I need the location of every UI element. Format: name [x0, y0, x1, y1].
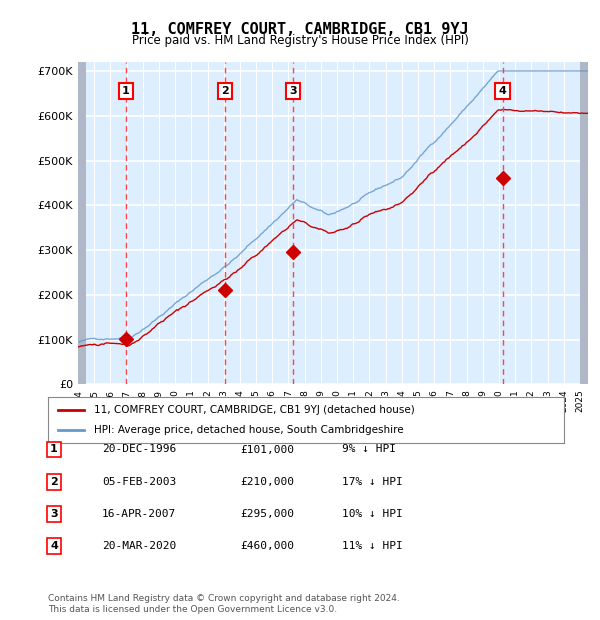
Text: £101,000: £101,000: [240, 445, 294, 454]
Bar: [580, 62, 588, 384]
Text: 2: 2: [50, 477, 58, 487]
Text: 11, COMFREY COURT, CAMBRIDGE, CB1 9YJ (detached house): 11, COMFREY COURT, CAMBRIDGE, CB1 9YJ (d…: [94, 405, 415, 415]
Text: £210,000: £210,000: [240, 477, 294, 487]
Text: Contains HM Land Registry data © Crown copyright and database right 2024.
This d: Contains HM Land Registry data © Crown c…: [48, 595, 400, 614]
Text: £295,000: £295,000: [240, 509, 294, 519]
Text: 3: 3: [50, 509, 58, 519]
Text: 2: 2: [221, 86, 229, 96]
Text: 16-APR-2007: 16-APR-2007: [102, 509, 176, 519]
Text: 05-FEB-2003: 05-FEB-2003: [102, 477, 176, 487]
Text: 20-DEC-1996: 20-DEC-1996: [102, 445, 176, 454]
Text: £460,000: £460,000: [240, 541, 294, 551]
Text: 20-MAR-2020: 20-MAR-2020: [102, 541, 176, 551]
Text: Price paid vs. HM Land Registry's House Price Index (HPI): Price paid vs. HM Land Registry's House …: [131, 34, 469, 47]
Text: 9% ↓ HPI: 9% ↓ HPI: [342, 445, 396, 454]
Text: 1: 1: [50, 445, 58, 454]
Text: 10% ↓ HPI: 10% ↓ HPI: [342, 509, 403, 519]
Text: 11, COMFREY COURT, CAMBRIDGE, CB1 9YJ: 11, COMFREY COURT, CAMBRIDGE, CB1 9YJ: [131, 22, 469, 37]
Text: HPI: Average price, detached house, South Cambridgeshire: HPI: Average price, detached house, Sout…: [94, 425, 404, 435]
Text: 1: 1: [122, 86, 130, 96]
Text: 3: 3: [289, 86, 297, 96]
Text: 4: 4: [50, 541, 58, 551]
Text: 11% ↓ HPI: 11% ↓ HPI: [342, 541, 403, 551]
Text: 4: 4: [499, 86, 506, 96]
Text: 17% ↓ HPI: 17% ↓ HPI: [342, 477, 403, 487]
Bar: [78, 62, 86, 384]
